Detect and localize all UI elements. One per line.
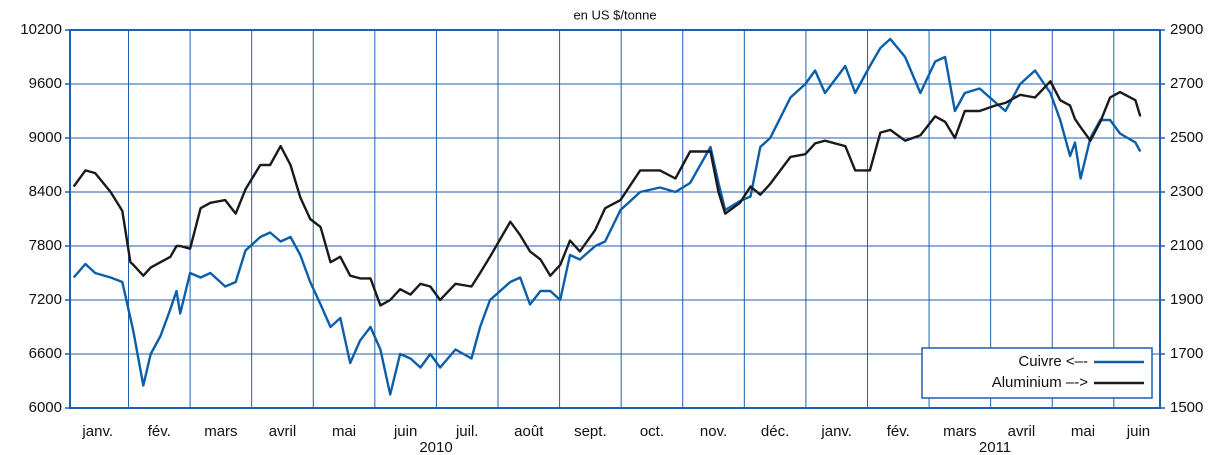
x-tick-label: mars <box>204 423 237 440</box>
y-tick-label: 7800 <box>29 237 62 254</box>
year-label: 2010 <box>419 439 452 455</box>
legend-label: Cuivre <–- <box>1018 353 1088 370</box>
x-tick-label: juil. <box>455 423 479 440</box>
x-tick-label: avril <box>1008 423 1036 440</box>
series-line <box>72 80 1142 307</box>
x-tick-label: juin <box>1126 423 1150 440</box>
series-line <box>72 37 1142 396</box>
y-tick-label: 7200 <box>29 291 62 308</box>
legend-box <box>921 347 1153 399</box>
y2-tick-label: 2900 <box>1170 21 1203 38</box>
x-tick-label: mai <box>1071 423 1095 440</box>
y-tick-label: 6000 <box>29 399 62 416</box>
x-tick-label: déc. <box>761 423 789 440</box>
x-tick-label: sept. <box>574 423 607 440</box>
y-tick-label: 9000 <box>29 129 62 146</box>
axis-unit-title: en US $/tonne <box>573 7 656 22</box>
x-tick-label: janv. <box>820 423 852 440</box>
y2-tick-label: 1700 <box>1170 345 1203 362</box>
x-tick-label: avril <box>269 423 297 440</box>
y-tick-label: 9600 <box>29 75 62 92</box>
y2-tick-label: 2700 <box>1170 75 1203 92</box>
x-tick-label: nov. <box>700 423 727 440</box>
x-tick-label: août <box>514 423 544 440</box>
y2-tick-label: 2100 <box>1170 237 1203 254</box>
y2-tick-label: 1500 <box>1170 399 1203 416</box>
x-tick-label: mars <box>943 423 976 440</box>
x-tick-label: mai <box>332 423 356 440</box>
y2-tick-label: 2300 <box>1170 183 1203 200</box>
plot-frame <box>69 29 1161 409</box>
y-tick-label: 6600 <box>29 345 62 362</box>
x-tick-label: oct. <box>640 423 664 440</box>
x-tick-label: fév. <box>887 423 910 440</box>
y-tick-label: 10200 <box>20 21 62 38</box>
x-tick-label: janv. <box>81 423 113 440</box>
legend-label: Aluminium –-> <box>992 374 1089 391</box>
y2-tick-label: 2500 <box>1170 129 1203 146</box>
y-tick-label: 8400 <box>29 183 62 200</box>
x-tick-label: fév. <box>148 423 171 440</box>
x-tick-label: juin <box>393 423 417 440</box>
year-label: 2011 <box>979 439 1011 455</box>
y2-tick-label: 1900 <box>1170 291 1203 308</box>
